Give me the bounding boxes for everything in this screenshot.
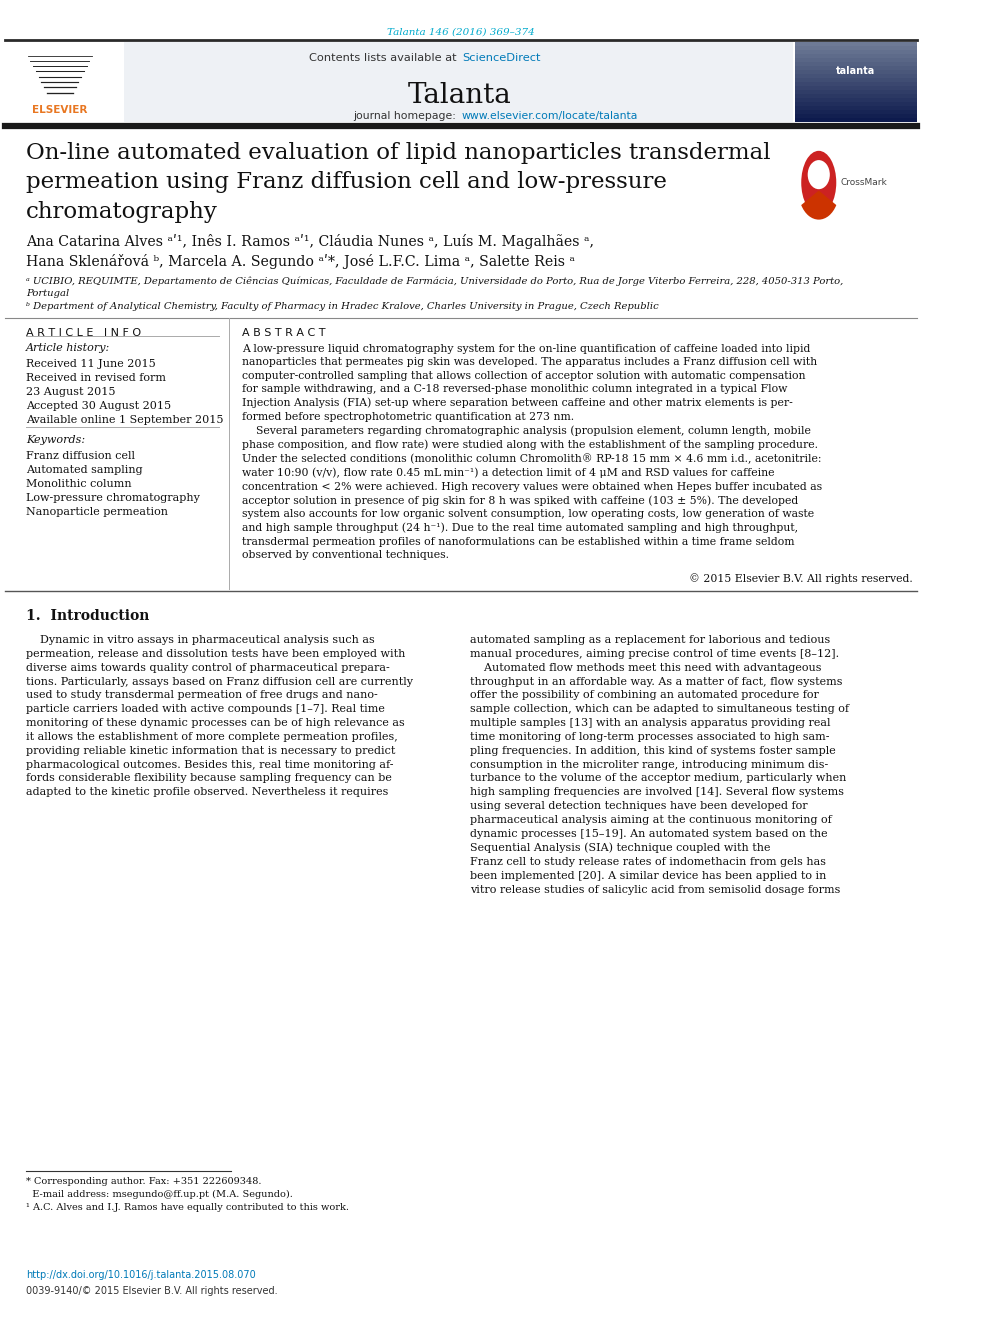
FancyBboxPatch shape — [795, 90, 918, 94]
Ellipse shape — [807, 160, 830, 189]
FancyBboxPatch shape — [795, 94, 918, 98]
FancyBboxPatch shape — [795, 110, 918, 114]
Text: ELSEVIER: ELSEVIER — [33, 105, 87, 115]
Text: www.elsevier.com/locate/talanta: www.elsevier.com/locate/talanta — [462, 111, 638, 122]
FancyBboxPatch shape — [795, 66, 918, 70]
Text: Contents lists available at: Contents lists available at — [309, 53, 460, 64]
FancyBboxPatch shape — [795, 82, 918, 86]
Text: ᵃ UCIBIO, REQUIMTE, Departamento de Ciências Químicas, Faculdade de Farmácia, Un: ᵃ UCIBIO, REQUIMTE, Departamento de Ciên… — [26, 277, 843, 298]
FancyBboxPatch shape — [795, 74, 918, 78]
FancyBboxPatch shape — [795, 86, 918, 90]
Text: A R T I C L E   I N F O: A R T I C L E I N F O — [26, 328, 141, 339]
Text: Talanta 146 (2016) 369–374: Talanta 146 (2016) 369–374 — [387, 28, 535, 37]
Text: Received 11 June 2015
Received in revised form
23 August 2015
Accepted 30 August: Received 11 June 2015 Received in revise… — [26, 359, 223, 425]
Text: Hana Sklenářová ᵇ, Marcela A. Segundo ᵃʹ*, José L.F.C. Lima ᵃ, Salette Reis ᵃ: Hana Sklenářová ᵇ, Marcela A. Segundo ᵃʹ… — [26, 254, 574, 269]
FancyBboxPatch shape — [795, 114, 918, 118]
Text: Article history:: Article history: — [26, 343, 110, 353]
Text: Talanta: Talanta — [409, 82, 512, 108]
FancyBboxPatch shape — [795, 42, 918, 122]
Text: 1.  Introduction: 1. Introduction — [26, 609, 149, 623]
FancyBboxPatch shape — [795, 102, 918, 106]
FancyBboxPatch shape — [795, 98, 918, 102]
Ellipse shape — [802, 151, 836, 214]
FancyBboxPatch shape — [795, 70, 918, 74]
FancyBboxPatch shape — [795, 118, 918, 122]
Text: * Corresponding author. Fax: +351 222609348.
  E-mail address: msegundo@ff.up.pt: * Corresponding author. Fax: +351 222609… — [26, 1177, 349, 1212]
Text: Keywords:: Keywords: — [26, 435, 85, 446]
Text: journal homepage:: journal homepage: — [354, 111, 460, 122]
Text: A low-pressure liquid chromatography system for the on-line quantification of ca: A low-pressure liquid chromatography sys… — [242, 344, 821, 560]
FancyBboxPatch shape — [124, 42, 793, 122]
Text: Dynamic in vitro assays in pharmaceutical analysis such as
permeation, release a: Dynamic in vitro assays in pharmaceutica… — [26, 635, 413, 798]
Text: A B S T R A C T: A B S T R A C T — [242, 328, 325, 339]
FancyBboxPatch shape — [795, 78, 918, 82]
FancyBboxPatch shape — [795, 50, 918, 54]
FancyBboxPatch shape — [5, 46, 120, 119]
Text: Ana Catarina Alves ᵃʹ¹, Inês I. Ramos ᵃʹ¹, Cláudia Nunes ᵃ, Luís M. Magalhães ᵃ,: Ana Catarina Alves ᵃʹ¹, Inês I. Ramos ᵃʹ… — [26, 234, 594, 249]
Text: ScienceDirect: ScienceDirect — [462, 53, 541, 64]
FancyBboxPatch shape — [795, 46, 918, 50]
Wedge shape — [802, 191, 836, 220]
FancyBboxPatch shape — [795, 62, 918, 66]
Text: © 2015 Elsevier B.V. All rights reserved.: © 2015 Elsevier B.V. All rights reserved… — [689, 573, 913, 583]
Text: On-line automated evaluation of lipid nanoparticles transdermal
permeation using: On-line automated evaluation of lipid na… — [26, 142, 771, 222]
FancyBboxPatch shape — [795, 42, 918, 46]
Text: ᵇ Department of Analytical Chemistry, Faculty of Pharmacy in Hradec Kralove, Cha: ᵇ Department of Analytical Chemistry, Fa… — [26, 302, 659, 311]
Text: Franz diffusion cell
Automated sampling
Monolithic column
Low-pressure chromatog: Franz diffusion cell Automated sampling … — [26, 451, 199, 517]
FancyBboxPatch shape — [795, 106, 918, 110]
Text: automated sampling as a replacement for laborious and tedious
manual procedures,: automated sampling as a replacement for … — [470, 635, 849, 894]
FancyBboxPatch shape — [795, 58, 918, 62]
Text: talanta: talanta — [836, 66, 875, 77]
FancyBboxPatch shape — [795, 54, 918, 58]
Text: http://dx.doi.org/10.1016/j.talanta.2015.08.070: http://dx.doi.org/10.1016/j.talanta.2015… — [26, 1270, 256, 1281]
Text: 0039-9140/© 2015 Elsevier B.V. All rights reserved.: 0039-9140/© 2015 Elsevier B.V. All right… — [26, 1286, 278, 1297]
Text: CrossMark: CrossMark — [841, 179, 888, 187]
